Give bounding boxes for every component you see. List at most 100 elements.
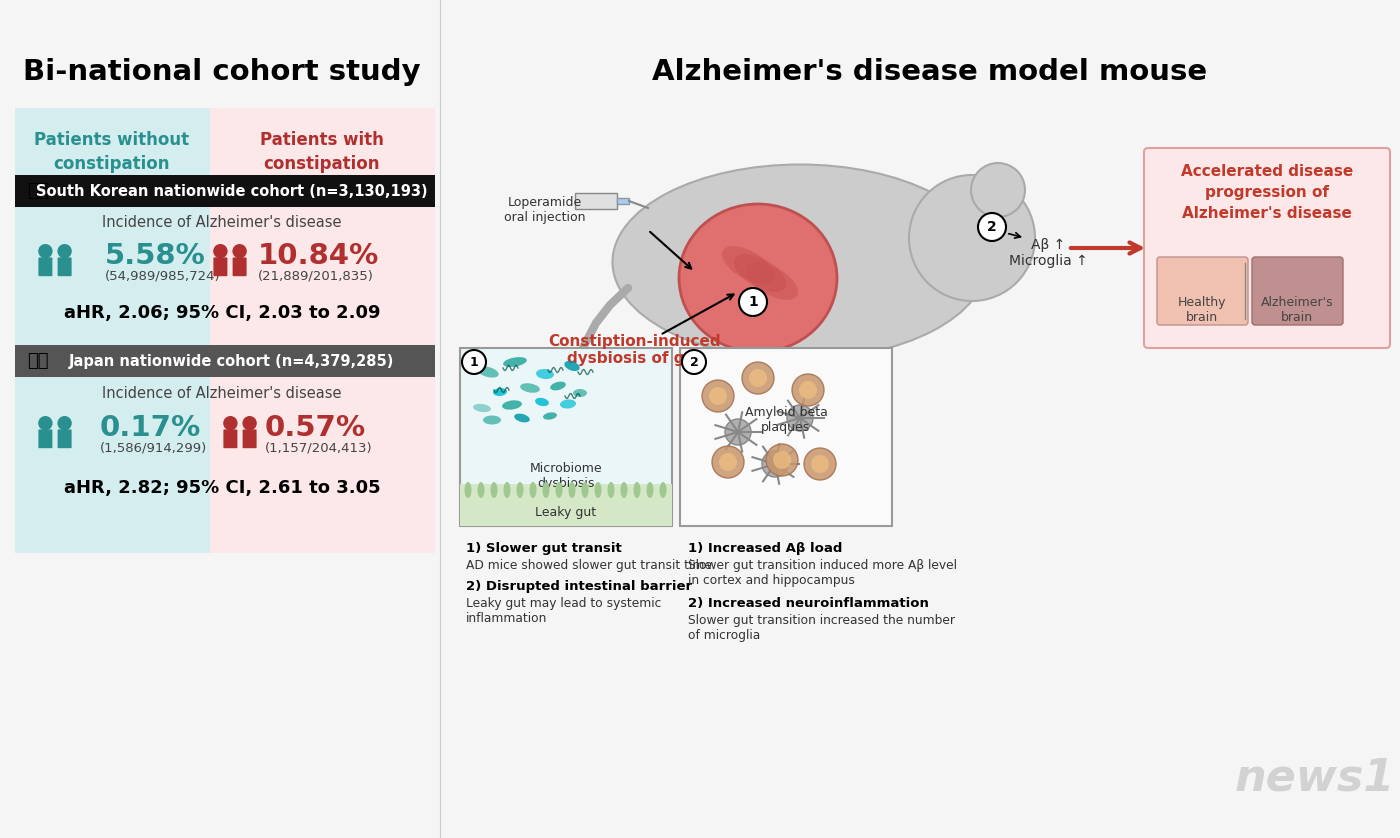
- Text: South Korean nationwide cohort (n=3,130,193): South Korean nationwide cohort (n=3,130,…: [36, 184, 428, 199]
- Text: Accelerated disease
progression of
Alzheimer's disease: Accelerated disease progression of Alzhe…: [1180, 163, 1354, 220]
- Circle shape: [979, 213, 1007, 241]
- FancyBboxPatch shape: [38, 257, 52, 277]
- Text: Leaky gut may lead to systemic
inflammation: Leaky gut may lead to systemic inflammat…: [466, 597, 661, 625]
- Text: Slower gut transition increased the number
of microglia: Slower gut transition increased the numb…: [687, 614, 955, 642]
- Ellipse shape: [633, 482, 641, 498]
- Text: Slower gut transition induced more Aβ level
in cortex and hippocampus: Slower gut transition induced more Aβ le…: [687, 559, 958, 587]
- Circle shape: [773, 451, 791, 469]
- FancyBboxPatch shape: [1252, 257, 1343, 325]
- Ellipse shape: [581, 482, 588, 498]
- Ellipse shape: [521, 383, 540, 393]
- Ellipse shape: [543, 482, 549, 498]
- Bar: [15, 345, 435, 377]
- Ellipse shape: [477, 366, 498, 378]
- Circle shape: [720, 453, 736, 471]
- FancyBboxPatch shape: [242, 429, 256, 448]
- Bar: [575, 193, 617, 209]
- Text: Alzheimer's disease model mouse: Alzheimer's disease model mouse: [652, 58, 1208, 86]
- Text: 1) Increased Aβ load: 1) Increased Aβ load: [687, 542, 843, 555]
- Circle shape: [701, 380, 734, 412]
- Circle shape: [708, 387, 727, 405]
- Circle shape: [38, 244, 53, 258]
- Bar: [210, 108, 435, 553]
- Circle shape: [787, 405, 813, 431]
- Text: AD mice showed slower gut transit time: AD mice showed slower gut transit time: [466, 559, 711, 572]
- FancyBboxPatch shape: [224, 429, 238, 448]
- Ellipse shape: [536, 369, 554, 379]
- Circle shape: [462, 350, 486, 374]
- Text: Patients with
constipation: Patients with constipation: [260, 132, 384, 173]
- Ellipse shape: [560, 400, 575, 409]
- Bar: [461, 484, 672, 526]
- Ellipse shape: [556, 482, 563, 498]
- Ellipse shape: [573, 389, 587, 397]
- Ellipse shape: [514, 414, 529, 422]
- Text: Alzheimer's
brain: Alzheimer's brain: [1260, 296, 1333, 324]
- Ellipse shape: [503, 401, 522, 410]
- Text: Healthy
brain: Healthy brain: [1177, 296, 1226, 324]
- Ellipse shape: [535, 398, 549, 406]
- Ellipse shape: [568, 482, 575, 498]
- Circle shape: [766, 444, 798, 476]
- FancyBboxPatch shape: [38, 429, 52, 448]
- Circle shape: [57, 416, 71, 431]
- Text: 1) Slower gut transit: 1) Slower gut transit: [466, 542, 622, 555]
- Ellipse shape: [647, 482, 654, 498]
- Circle shape: [242, 416, 256, 431]
- Text: aHR, 2.06; 95% CI, 2.03 to 2.09: aHR, 2.06; 95% CI, 2.03 to 2.09: [64, 304, 381, 322]
- Circle shape: [762, 451, 788, 477]
- Circle shape: [749, 369, 767, 387]
- Text: Incidence of Alzheimer's disease: Incidence of Alzheimer's disease: [102, 385, 342, 401]
- Circle shape: [713, 446, 743, 478]
- Ellipse shape: [543, 412, 557, 420]
- Ellipse shape: [550, 381, 566, 391]
- Circle shape: [38, 416, 53, 431]
- Circle shape: [792, 374, 825, 406]
- Ellipse shape: [679, 204, 837, 352]
- Text: (1,586/914,299): (1,586/914,299): [99, 442, 207, 454]
- Circle shape: [57, 244, 71, 258]
- Circle shape: [972, 163, 1025, 217]
- Ellipse shape: [477, 482, 484, 498]
- Text: Leaky gut: Leaky gut: [535, 505, 596, 519]
- Bar: [15, 108, 210, 553]
- Text: (1,157/204,413): (1,157/204,413): [265, 442, 372, 454]
- Text: 🇰🇷: 🇰🇷: [27, 182, 49, 200]
- Ellipse shape: [529, 482, 536, 498]
- Text: (21,889/201,835): (21,889/201,835): [258, 270, 374, 282]
- Ellipse shape: [564, 361, 580, 371]
- Ellipse shape: [473, 404, 491, 412]
- Circle shape: [799, 381, 818, 399]
- Text: Bi-national cohort study: Bi-national cohort study: [24, 58, 421, 86]
- Ellipse shape: [613, 164, 987, 360]
- Circle shape: [223, 416, 238, 431]
- Ellipse shape: [490, 482, 497, 498]
- Text: Loperamide
oral injection: Loperamide oral injection: [504, 196, 585, 224]
- Ellipse shape: [465, 482, 472, 498]
- FancyBboxPatch shape: [232, 257, 246, 277]
- Ellipse shape: [620, 482, 627, 498]
- FancyBboxPatch shape: [57, 257, 71, 277]
- Ellipse shape: [734, 254, 785, 292]
- Ellipse shape: [746, 262, 798, 300]
- Text: 2: 2: [987, 220, 997, 234]
- Ellipse shape: [517, 482, 524, 498]
- Text: aHR, 2.82; 95% CI, 2.61 to 3.05: aHR, 2.82; 95% CI, 2.61 to 3.05: [63, 479, 381, 497]
- Text: 🇯🇵: 🇯🇵: [27, 352, 49, 370]
- Text: 10.84%: 10.84%: [258, 242, 379, 270]
- Bar: [680, 348, 892, 526]
- Ellipse shape: [595, 482, 602, 498]
- Text: news1: news1: [1235, 757, 1396, 799]
- Ellipse shape: [483, 416, 501, 425]
- Text: Incidence of Alzheimer's disease: Incidence of Alzheimer's disease: [102, 215, 342, 230]
- Text: 5.58%: 5.58%: [105, 242, 206, 270]
- Circle shape: [909, 175, 1035, 301]
- Text: 0.57%: 0.57%: [265, 414, 367, 442]
- FancyBboxPatch shape: [57, 429, 71, 448]
- FancyBboxPatch shape: [213, 257, 227, 277]
- Circle shape: [742, 362, 774, 394]
- FancyBboxPatch shape: [1144, 148, 1390, 348]
- Text: 0.17%: 0.17%: [99, 414, 202, 442]
- Text: 2) Disrupted intestinal barrier: 2) Disrupted intestinal barrier: [466, 580, 692, 593]
- Text: 2) Increased neuroinflammation: 2) Increased neuroinflammation: [687, 597, 928, 610]
